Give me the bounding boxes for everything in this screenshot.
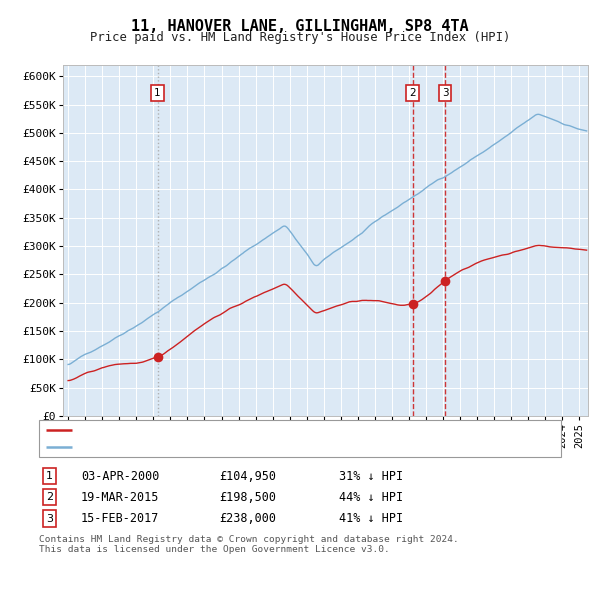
Text: 3: 3 [46,514,53,523]
Text: 1: 1 [46,471,53,481]
Text: 2: 2 [46,493,53,502]
Text: HPI: Average price, detached house, Dorset: HPI: Average price, detached house, Dors… [78,442,351,452]
Text: £104,950: £104,950 [219,470,276,483]
Text: 19-MAR-2015: 19-MAR-2015 [81,491,160,504]
Text: Contains HM Land Registry data © Crown copyright and database right 2024.: Contains HM Land Registry data © Crown c… [39,535,459,544]
Text: Price paid vs. HM Land Registry's House Price Index (HPI): Price paid vs. HM Land Registry's House … [90,31,510,44]
Text: 2: 2 [409,88,416,98]
Text: £198,500: £198,500 [219,491,276,504]
Text: 15-FEB-2017: 15-FEB-2017 [81,512,160,525]
Text: 44% ↓ HPI: 44% ↓ HPI [339,491,403,504]
Text: 1: 1 [154,88,161,98]
Text: This data is licensed under the Open Government Licence v3.0.: This data is licensed under the Open Gov… [39,545,390,553]
Text: £238,000: £238,000 [219,512,276,525]
Text: 31% ↓ HPI: 31% ↓ HPI [339,470,403,483]
Text: 3: 3 [442,88,448,98]
Text: 41% ↓ HPI: 41% ↓ HPI [339,512,403,525]
Text: 11, HANOVER LANE, GILLINGHAM, SP8 4TA (detached house): 11, HANOVER LANE, GILLINGHAM, SP8 4TA (d… [78,425,429,435]
Text: 11, HANOVER LANE, GILLINGHAM, SP8 4TA: 11, HANOVER LANE, GILLINGHAM, SP8 4TA [131,19,469,34]
Text: 03-APR-2000: 03-APR-2000 [81,470,160,483]
